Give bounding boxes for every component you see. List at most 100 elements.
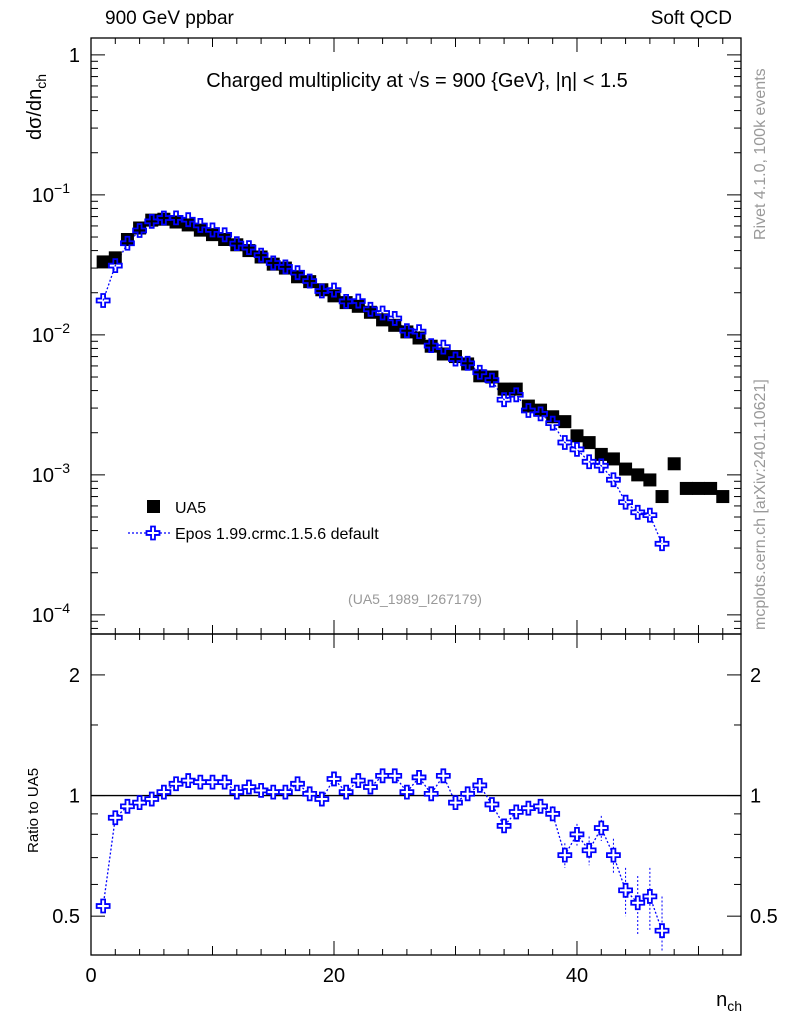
- epos-data-point: [192, 218, 208, 233]
- y-tick-label: 10−2: [32, 320, 70, 347]
- epos-data-point: [593, 458, 609, 474]
- epos-data-point: [205, 222, 220, 238]
- category-label: Soft QCD: [650, 8, 732, 29]
- epos-data-point: [508, 387, 524, 403]
- ua5-data-point: [448, 350, 462, 364]
- epos-data-point: [241, 240, 257, 256]
- epos-data-point: [180, 212, 196, 228]
- epos-data-point: [472, 364, 488, 380]
- y-tick-label: 1: [69, 45, 80, 67]
- legend-epos-label: Epos 1.99.crmc.1.5.6 default: [175, 526, 379, 543]
- epos-ratio-point: [508, 804, 524, 820]
- ua5-data-point: [205, 228, 219, 242]
- epos-data-point: [545, 415, 561, 431]
- ua5-data-point: [303, 275, 317, 289]
- epos-ratio-point: [484, 797, 500, 812]
- epos-ratio-point: [314, 791, 330, 807]
- epos-data-point: [156, 210, 172, 226]
- ua5-data-point: [218, 233, 232, 247]
- epos-ratio-point: [302, 786, 318, 802]
- epos-ratio-point: [435, 768, 451, 784]
- x-axis-label: nch: [716, 989, 742, 1014]
- epos-ratio-point: [630, 895, 646, 911]
- epos-data-point: [120, 235, 135, 251]
- y-tick-exponent: −2: [54, 320, 70, 336]
- epos-ratio-point: [192, 774, 208, 790]
- epos-ratio-point: [120, 798, 135, 814]
- epos-ratio-point: [205, 774, 220, 790]
- ratio-tick-label-right: 2: [750, 665, 761, 687]
- epos-data-point: [533, 406, 548, 422]
- epos-ratio-point: [606, 847, 621, 863]
- chart-title: Charged multiplicity at √s = 900 {GeV}, …: [206, 70, 628, 92]
- epos-ratio-point: [180, 773, 196, 788]
- epos-ratio-point: [265, 784, 281, 800]
- ratio-tick-label-right: 0.5: [750, 906, 778, 928]
- epos-ratio-point: [277, 784, 293, 800]
- epos-ratio-point: [338, 784, 354, 800]
- epos-ratio-point: [241, 779, 257, 795]
- y-tick-label: 10−4: [32, 600, 70, 627]
- ua5-data-point: [716, 490, 730, 504]
- epos-data-point: [484, 372, 500, 388]
- ua5-data-point: [181, 218, 195, 232]
- x-axis-label-sub: ch: [727, 998, 742, 1014]
- ua5-data-point: [558, 415, 572, 429]
- epos-ratio-point: [642, 889, 658, 904]
- mcplots-credit: mcplots.cern.ch [arXiv:2401.10621]: [752, 379, 769, 630]
- legend-ua5-label: UA5: [175, 500, 206, 517]
- epos-data-point: [107, 258, 123, 274]
- legend-ua5-marker: [147, 500, 160, 513]
- ua5-data-point: [606, 452, 620, 466]
- epos-ratio-point: [545, 806, 561, 822]
- ua5-data-point: [108, 251, 122, 265]
- epos-data-point: [642, 507, 658, 523]
- ua5-data-point: [521, 399, 535, 413]
- ua5-data-point: [424, 339, 438, 353]
- ua5-data-point: [655, 490, 669, 504]
- ua5-data-point: [96, 255, 110, 269]
- epos-data-point: [435, 339, 451, 355]
- epos-ratio-point: [448, 795, 463, 811]
- epos-data-point: [132, 223, 147, 238]
- epos-data-point: [326, 282, 342, 298]
- y-axis-label-sub: ch: [33, 74, 49, 89]
- epos-data-point: [375, 305, 390, 321]
- y-tick-label: 10−3: [32, 460, 70, 487]
- ratio-tick-label-left: 0.5: [52, 906, 80, 928]
- epos-data-point: [387, 311, 403, 326]
- epos-ratio-point: [95, 898, 111, 914]
- ua5-data-point: [582, 436, 596, 450]
- epos-line: [102, 217, 663, 545]
- epos-ratio-point: [569, 826, 585, 842]
- ua5-data-point: [363, 305, 377, 319]
- epos-ratio-point: [363, 779, 378, 795]
- epos-ratio-point: [618, 882, 633, 898]
- epos-data-point: [654, 536, 670, 552]
- epos-data-point: [277, 259, 293, 275]
- epos-data-point: [253, 247, 269, 263]
- epos-data-point: [423, 338, 439, 353]
- ua5-data-point: [351, 299, 365, 313]
- epos-data-point: [229, 236, 245, 251]
- ua5-data-point: [679, 481, 693, 495]
- epos-data-point: [581, 454, 597, 470]
- epos-ratio-point: [593, 820, 609, 836]
- epos-data-point: [569, 442, 585, 457]
- ua5-data-point: [534, 403, 548, 417]
- epos-data-point: [290, 265, 305, 281]
- epos-ratio-point: [472, 777, 488, 793]
- ua5-data-point: [704, 481, 718, 495]
- ratio-tick-label-left: 1: [69, 786, 80, 808]
- epos-data-point: [363, 301, 378, 317]
- y-tick-exponent: −1: [54, 180, 70, 196]
- analysis-id: (UA5_1989_I267179): [348, 591, 482, 607]
- ua5-data-point: [120, 233, 134, 247]
- ua5-data-point: [461, 357, 475, 371]
- y-tick-exponent: −4: [54, 600, 70, 616]
- epos-ratio-point: [217, 774, 233, 790]
- epos-ratio-point: [520, 800, 536, 816]
- ua5-data-point: [485, 370, 499, 384]
- ua5-data-point: [667, 457, 681, 471]
